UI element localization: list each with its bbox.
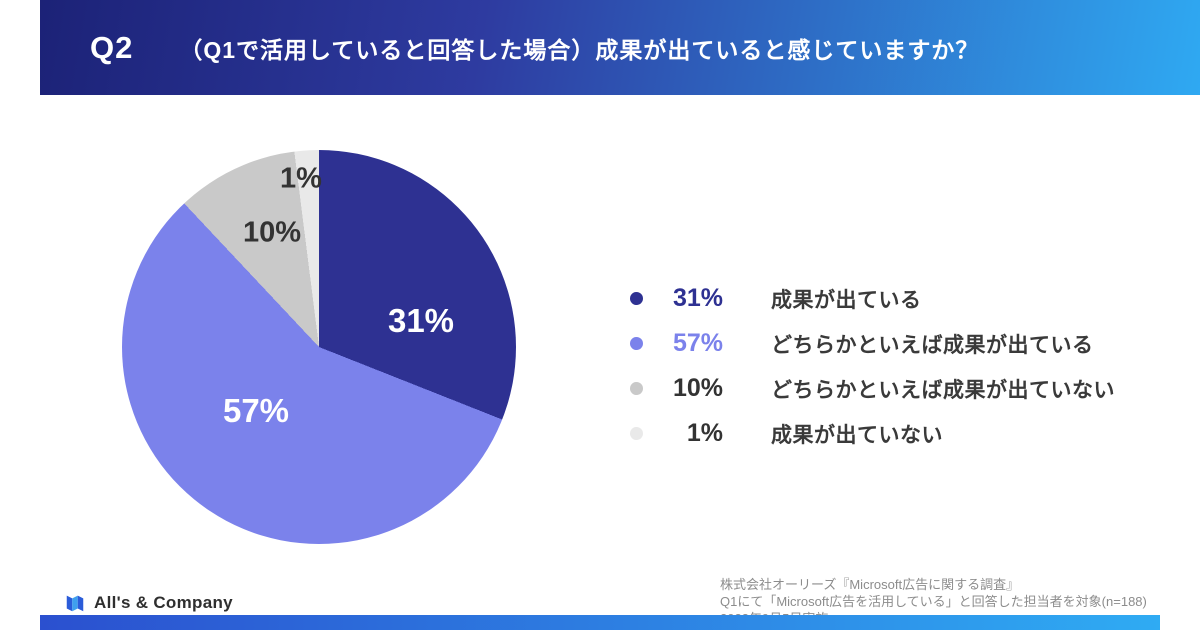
legend-item: 57% どちらかといえば成果が出ている bbox=[630, 321, 1115, 366]
pie-slice-label-10: 10% bbox=[242, 216, 302, 249]
legend: 31% 成果が出ている 57% どちらかといえば成果が出ている 10% どちらか… bbox=[630, 276, 1115, 456]
legend-dot bbox=[630, 427, 643, 440]
legend-percent: 57% bbox=[672, 329, 723, 357]
legend-label: 成果が出ている bbox=[771, 288, 922, 312]
legend-item: 10% どちらかといえば成果が出ていない bbox=[630, 366, 1115, 411]
legend-percent: 1% bbox=[686, 419, 723, 447]
header-band: Q2 （Q1で活用していると回答した場合）成果が出ていると感じていますか？ bbox=[40, 0, 1200, 95]
question-number: Q2 bbox=[90, 29, 134, 65]
alls-company-logo-icon bbox=[64, 592, 86, 614]
legend-label: どちらかといえば成果が出ている bbox=[771, 333, 1094, 357]
chart-card: 31% 57% 10% 1% 31% 成果が出ている 57% どちらかといえば成… bbox=[40, 95, 1160, 626]
legend-dot bbox=[630, 382, 643, 395]
company-logo-text: All's & Company bbox=[94, 593, 233, 612]
legend-label: 成果が出ていない bbox=[771, 423, 943, 447]
legend-item: 1% 成果が出ていない bbox=[630, 411, 1115, 456]
source-line: 株式会社オーリーズ『Microsoft広告に関する調査』 bbox=[720, 577, 1020, 592]
legend-dot bbox=[630, 337, 643, 350]
legend-percent: 31% bbox=[672, 284, 723, 312]
bottom-accent-band bbox=[40, 615, 1160, 630]
legend-item: 31% 成果が出ている bbox=[630, 276, 1115, 321]
pie-slice-label-57: 57% bbox=[222, 392, 290, 429]
pie-slice-label-1: 1% bbox=[280, 162, 322, 195]
company-logo: All's & Company bbox=[64, 589, 233, 617]
legend-percent: 10% bbox=[672, 374, 723, 402]
pie-chart bbox=[122, 150, 516, 544]
source-line: Q1にて「Microsoft広告を活用している」と回答した担当者を対象(n=18… bbox=[720, 594, 1147, 609]
question-text: （Q1で活用していると回答した場合）成果が出ていると感じていますか？ bbox=[179, 36, 980, 63]
pie-slice-label-31: 31% bbox=[387, 302, 455, 339]
legend-dot bbox=[630, 292, 643, 305]
legend-label: どちらかといえば成果が出ていない bbox=[771, 378, 1115, 402]
